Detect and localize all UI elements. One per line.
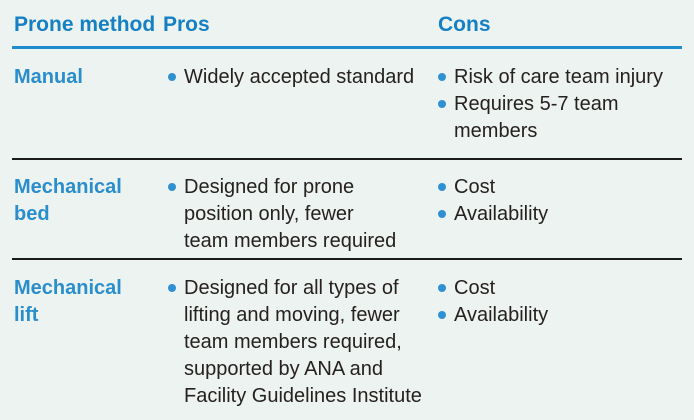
table-row-mechanical-bed: Mechanical bed Designed for prone positi… [12,160,682,260]
bullet-icon [438,284,446,292]
pros-cell: Widely accepted standard [163,64,437,145]
bullet-icon [438,73,446,81]
pro-text: Designed for prone position only, fewer … [184,176,397,252]
pro-text: Widely accepted standard [184,66,415,88]
list-item: Availability [438,201,682,228]
bullet-icon [168,73,176,81]
con-text: Requires 5-7 team members [454,93,619,142]
bullet-icon [438,311,446,319]
con-text: Availability [454,203,549,225]
method-label: Mechanical lift [14,277,122,326]
list-item: Widely accepted standard [163,64,437,91]
con-text: Cost [454,277,496,299]
con-text: Risk of care team injury [454,66,663,88]
table-row-mechanical-lift: Mechanical lift Designed for all types o… [12,260,682,410]
column-header-prone-method: Prone method [14,13,156,36]
list-item: Designed for all types of lifting and mo… [163,275,437,410]
method-label: Mechanical bed [14,176,122,225]
pro-text: Designed for all types of lifting and mo… [184,277,422,407]
column-header-pros: Pros [163,13,210,36]
bullet-icon [438,183,446,191]
list-item: Designed for prone position only, fewer … [163,174,437,255]
cons-cell: Cost Availability [437,174,682,255]
list-item: Risk of care team injury [438,64,682,91]
pros-cell: Designed for all types of lifting and mo… [163,275,437,410]
cons-cell: Cost Availability [437,275,682,410]
bullet-icon [168,284,176,292]
list-item: Requires 5-7 team members [438,91,682,145]
list-item: Cost [438,174,682,201]
bullet-icon [168,183,176,191]
table-header-row: Prone method Pros Cons [12,0,682,49]
table-row-manual: Manual Widely accepted standard Risk of … [12,49,682,160]
con-text: Cost [454,176,496,198]
cons-cell: Risk of care team injury Requires 5-7 te… [437,64,682,145]
bullet-icon [438,210,446,218]
method-label: Manual [14,66,83,88]
list-item: Cost [438,275,682,302]
pros-cell: Designed for prone position only, fewer … [163,174,437,255]
con-text: Availability [454,304,549,326]
bullet-icon [438,100,446,108]
column-header-cons: Cons [438,13,491,36]
list-item: Availability [438,302,682,329]
